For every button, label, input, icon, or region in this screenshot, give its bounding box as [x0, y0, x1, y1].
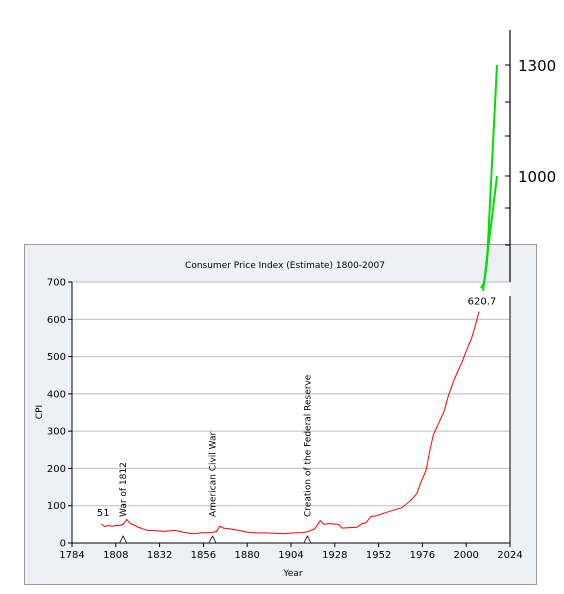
start-value-label: 51	[97, 508, 110, 519]
x-tick-label-2024: 2024	[497, 550, 522, 561]
y-tick-label-300: 300	[47, 427, 66, 438]
event-label-1: American Civil War	[209, 431, 219, 517]
y-tick-label-0: 0	[60, 539, 66, 550]
x-tick-label-1928: 1928	[322, 550, 347, 561]
overlay-ticks: 1000 1300	[505, 57, 556, 246]
x-tick-label-1880: 1880	[234, 550, 259, 561]
x-tick-label-1952: 1952	[366, 550, 391, 561]
y-axis-label: CPI	[35, 405, 45, 419]
x-axis-label: Year	[282, 569, 302, 579]
overlay-tick-label-1000: 1000	[518, 168, 556, 186]
plot-area	[72, 282, 510, 543]
x-tick-label-1904: 1904	[278, 550, 303, 561]
y-tick-label-500: 500	[47, 352, 66, 363]
chart-title: Consumer Price Index (Estimate) 1800-200…	[185, 261, 385, 271]
y-tick-label-200: 200	[47, 464, 66, 475]
x-tick-label-2000: 2000	[453, 550, 478, 561]
overlay-tick-label-1300: 1300	[518, 57, 556, 75]
event-label-2: Creation of the Federal Reserve	[303, 374, 313, 517]
x-tick-label-1832: 1832	[147, 550, 172, 561]
overlay-extension: 1000 1300	[480, 30, 556, 543]
y-tick-label-400: 400	[47, 389, 66, 400]
event-annotations: War of 1812 American Civil War Creation of…	[118, 374, 313, 544]
x-tick-label-1976: 1976	[410, 550, 435, 561]
x-tick-label-1856: 1856	[191, 550, 216, 561]
y-tick-label-100: 100	[47, 501, 66, 512]
x-ticks: 1784 1808 1832 1856 1880 1904 1928 1952 1976 2000…	[59, 543, 523, 561]
event-marker-2	[303, 535, 312, 544]
y-tick-label-700: 700	[47, 278, 66, 289]
event-label-0: War of 1812	[119, 462, 129, 517]
grid-lines	[72, 281, 510, 507]
y-tick-label-600: 600	[47, 315, 66, 326]
event-marker-0	[118, 535, 128, 544]
overlay-green-line-b	[482, 64, 498, 292]
x-tick-label-1808: 1808	[103, 550, 128, 561]
series-cpi-line	[100, 311, 480, 535]
x-tick-label-1784: 1784	[59, 550, 84, 561]
end-value-label: 620.7	[468, 297, 497, 308]
event-marker-1	[208, 535, 217, 544]
y-ticks: 0 100 200 300 400 500 600 700	[47, 278, 72, 550]
